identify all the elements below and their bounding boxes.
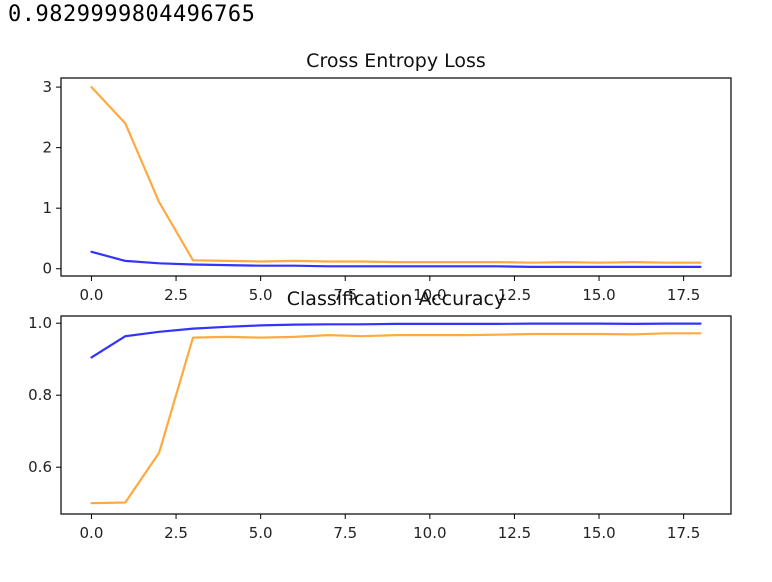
x-tick-label: 10.0: [413, 286, 446, 304]
x-tick-label: 2.5: [164, 524, 188, 542]
x-tick-label: 0.0: [80, 286, 104, 304]
y-tick-label: 3: [42, 78, 52, 96]
x-tick-label: 15.0: [582, 286, 615, 304]
accuracy-plot: Classification Accuracy 0.0 2.5 5.0 7.5 10.0 1…: [28, 288, 732, 542]
y-tick-label: 1: [42, 199, 52, 217]
series-line-1: [90, 322, 702, 359]
x-tick-label: 10.0: [413, 524, 446, 542]
y-tick-label: 0: [42, 260, 52, 278]
plot-title: Cross Entropy Loss: [306, 50, 486, 72]
y-tick-label: 1.0: [28, 314, 52, 332]
cell-output-text: 0.9829999804496765: [8, 2, 256, 27]
axes-frame: [60, 315, 732, 515]
x-tick-label: 17.5: [667, 524, 700, 542]
series-line-0: [90, 85, 702, 264]
x-tick-label: 5.0: [249, 286, 273, 304]
x-tick-label: 15.0: [582, 524, 615, 542]
x-tick-label: 12.5: [498, 524, 531, 542]
x-tick-label: 0.0: [80, 524, 104, 542]
series-line-1: [90, 250, 702, 268]
y-tick-label: 2: [42, 139, 52, 157]
x-tick-label: 7.5: [333, 286, 357, 304]
plot-title: Classification Accuracy: [287, 288, 506, 310]
loss-plot: Cross Entropy Loss 0.0 2.5 5.0 7.5 10.0 12.5 15…: [42, 50, 732, 304]
x-tick-label: 7.5: [333, 524, 357, 542]
x-tick-label: 5.0: [249, 524, 273, 542]
y-tick-label: 0.6: [28, 458, 52, 476]
axes-frame: [60, 77, 732, 277]
x-tick-label: 12.5: [498, 286, 531, 304]
x-tick-label: 2.5: [164, 286, 188, 304]
x-tick-label: 17.5: [667, 286, 700, 304]
y-tick-label: 0.8: [28, 386, 52, 404]
series-line-0: [90, 332, 702, 505]
